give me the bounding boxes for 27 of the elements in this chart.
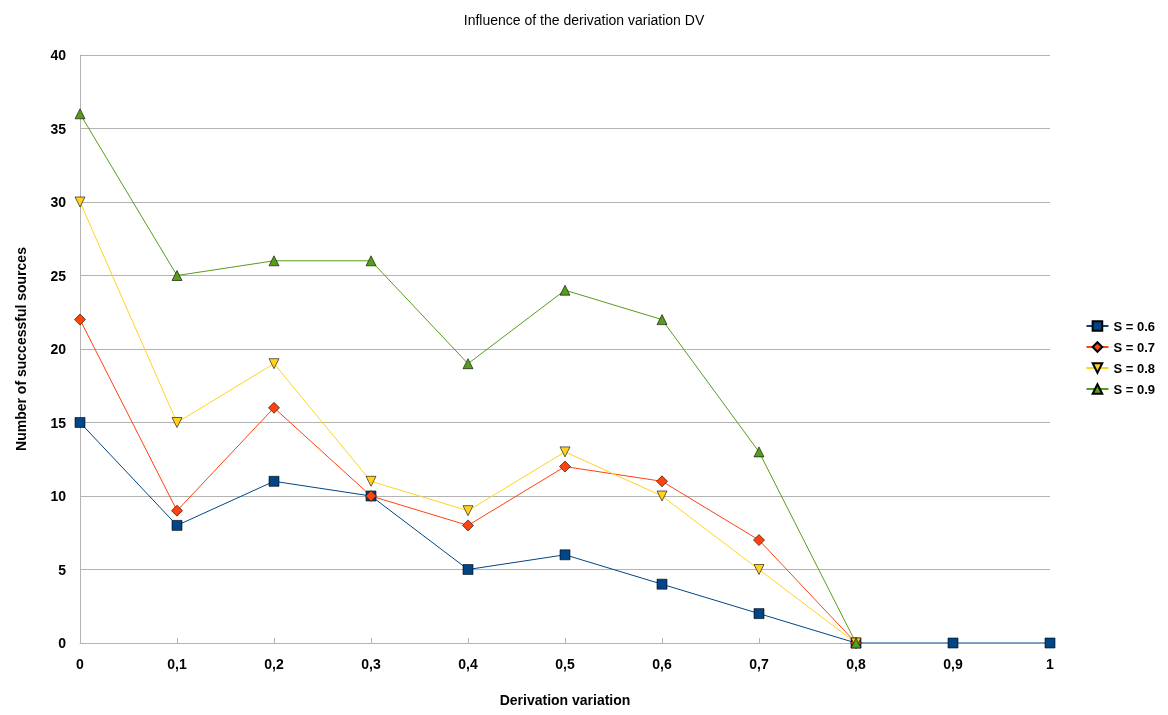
y-tick-label: 0 (58, 635, 67, 651)
legend-label: S = 0.9 (1113, 381, 1155, 397)
x-tick-label: 0,6 (652, 656, 672, 672)
y-tick-label: 10 (50, 488, 67, 504)
legend-label: S = 0.7 (1113, 339, 1155, 355)
x-tick-label: 0,9 (943, 656, 963, 672)
y-tick-label: 35 (50, 120, 67, 137)
y-axis-title: Number of successful sources (13, 246, 29, 451)
x-tick-label: 0,1 (167, 656, 187, 672)
y-tick-label: 15 (50, 414, 67, 431)
x-axis-title: Derivation variation (499, 692, 631, 708)
chart-title: Influence of the derivation variation DV (463, 12, 705, 28)
legend-label: S = 0.8 (1113, 360, 1155, 376)
x-tick-label: 1 (1046, 656, 1055, 672)
y-tick-label: 5 (58, 561, 67, 578)
x-tick-label: 0,2 (264, 656, 284, 672)
y-tick-label: 30 (50, 194, 67, 210)
x-tick-label: 0,4 (458, 656, 478, 672)
y-tick-label: 40 (50, 47, 67, 63)
x-tick-label: 0,8 (846, 656, 866, 672)
y-tick-label: 20 (50, 341, 67, 357)
y-tick-label: 25 (50, 267, 67, 284)
x-tick-label: 0,5 (555, 656, 575, 672)
legend-label: S = 0.6 (1113, 318, 1155, 334)
x-tick-label: 0,7 (749, 656, 769, 672)
x-tick-label: 0 (76, 656, 85, 672)
x-tick-label: 0,3 (361, 656, 381, 672)
